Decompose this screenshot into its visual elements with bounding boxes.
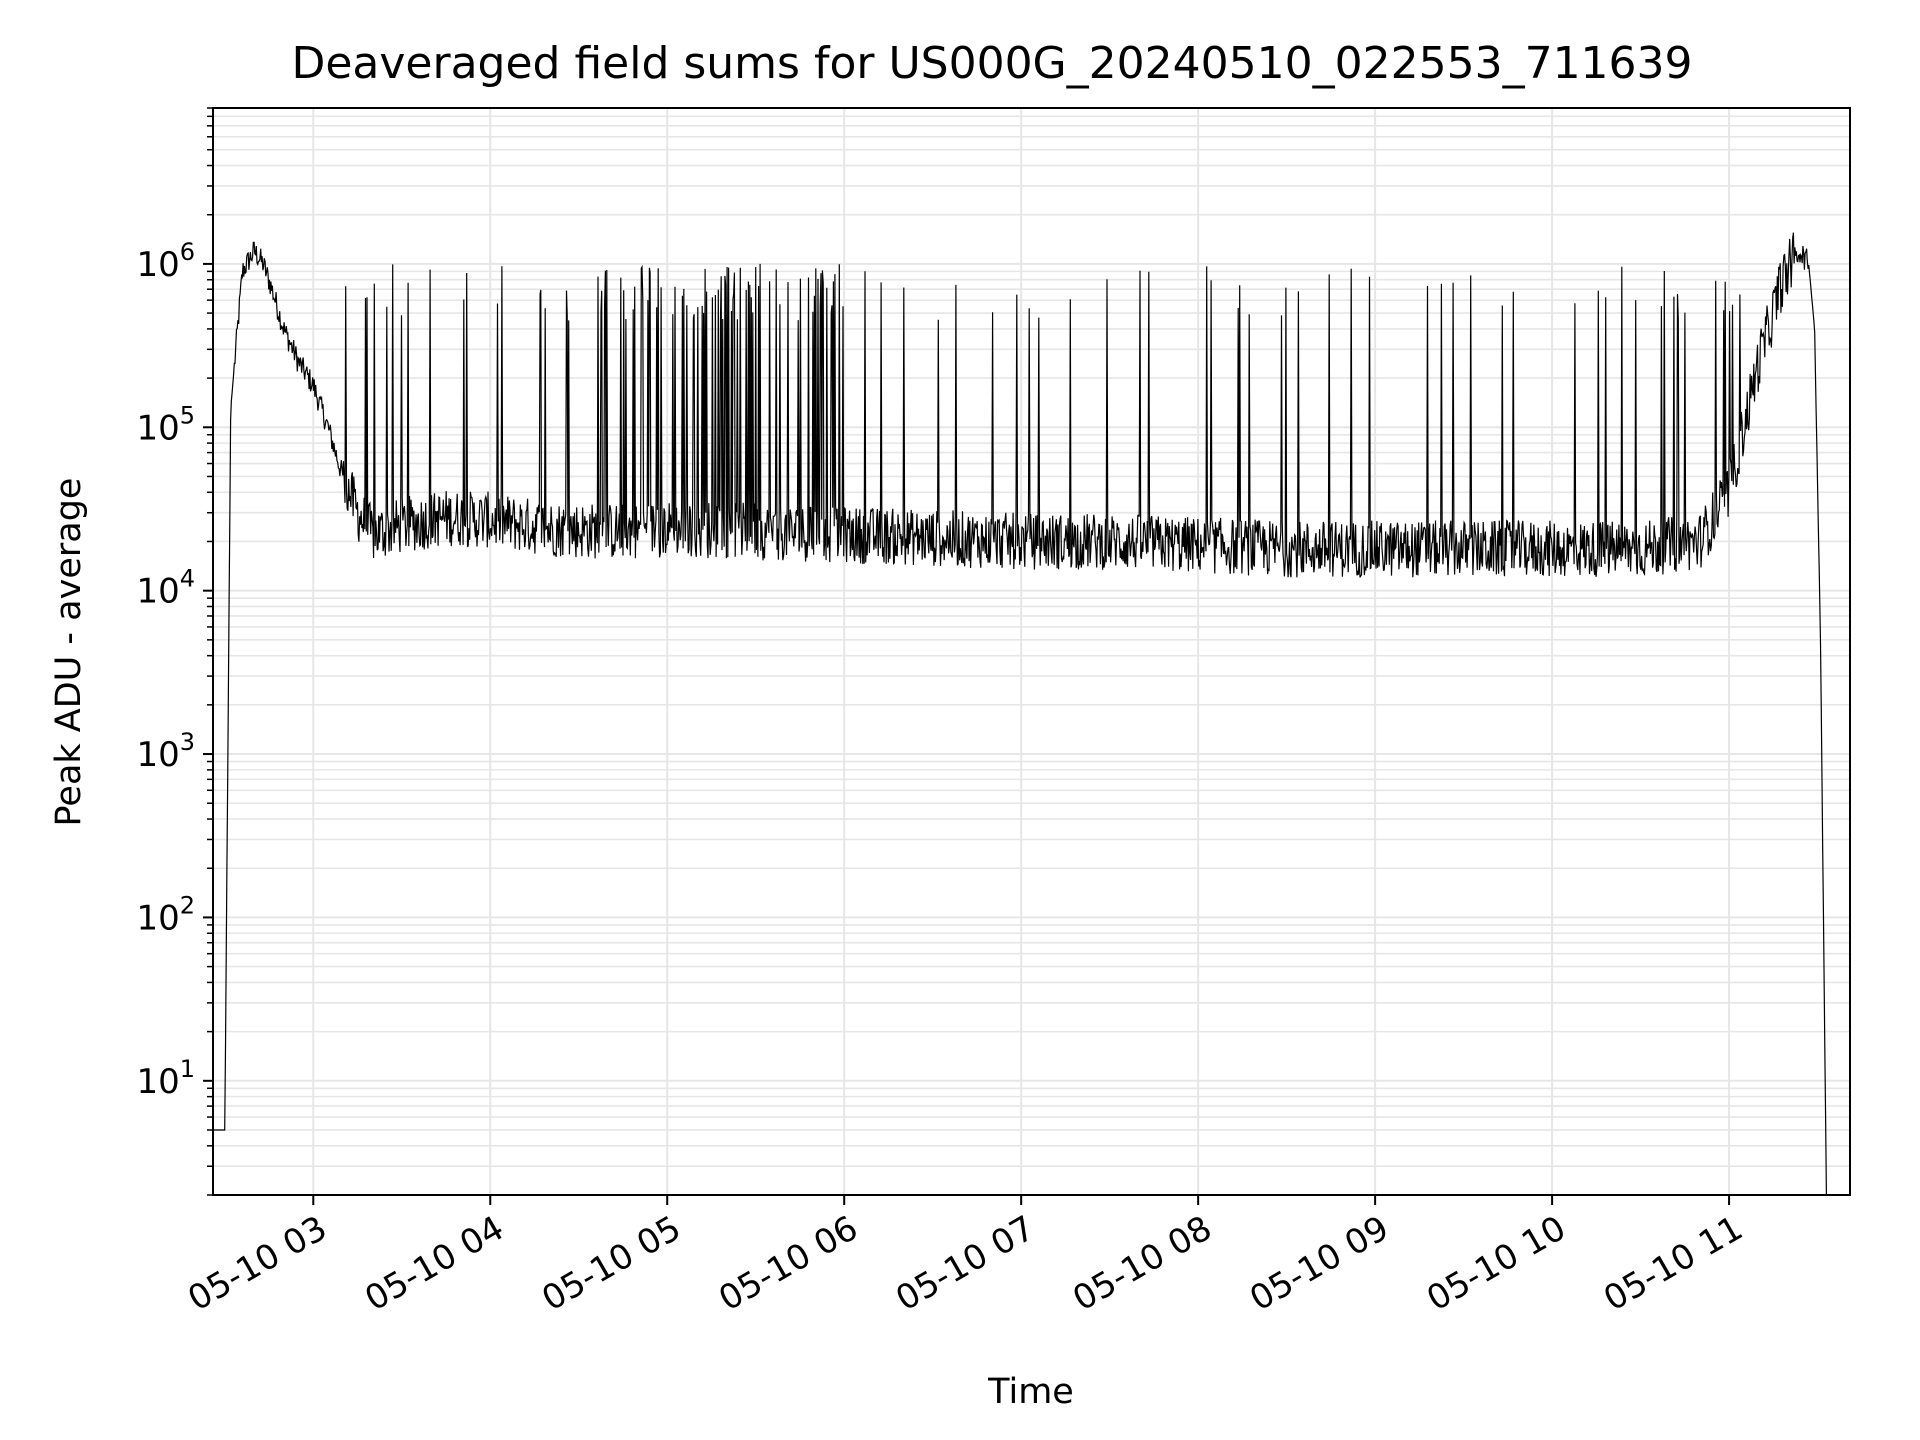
y-tick-label: 102 [136,891,195,938]
y-tick-label: 101 [136,1055,195,1102]
x-tick-label: 05-10 10 [1420,1208,1572,1319]
x-tick-label: 05-10 11 [1597,1208,1749,1319]
y-tick-label: 105 [136,401,195,448]
series-layer [213,232,1827,1196]
x-tick-label: 05-10 08 [1066,1208,1218,1319]
x-axis-title: Time [987,1372,1074,1412]
plot-frame [212,107,1851,1196]
series-line [213,232,1827,1196]
x-tick-label: 05-10 06 [712,1208,864,1319]
x-tick-label: 05-10 05 [535,1208,687,1319]
x-tick-label: 05-10 07 [889,1208,1041,1319]
chart-title: Deaveraged field sums for US000G_2024051… [291,38,1692,89]
y-tick-label: 104 [136,565,195,612]
x-tick-label: 05-10 03 [181,1208,333,1319]
x-tick-label: 05-10 09 [1243,1208,1395,1319]
y-tick-label: 103 [136,728,195,775]
y-axis: 101 102 103 104 105 106 [136,107,213,1196]
x-tick-label: 05-10 04 [358,1208,510,1319]
y-axis-title: Peak ADU - average [49,478,89,827]
y-tick-label: 106 [136,238,195,285]
grid [213,107,1850,1196]
x-axis: 05-10 03 05-10 04 05-10 05 05-10 06 05-10 07… [181,1195,1750,1319]
